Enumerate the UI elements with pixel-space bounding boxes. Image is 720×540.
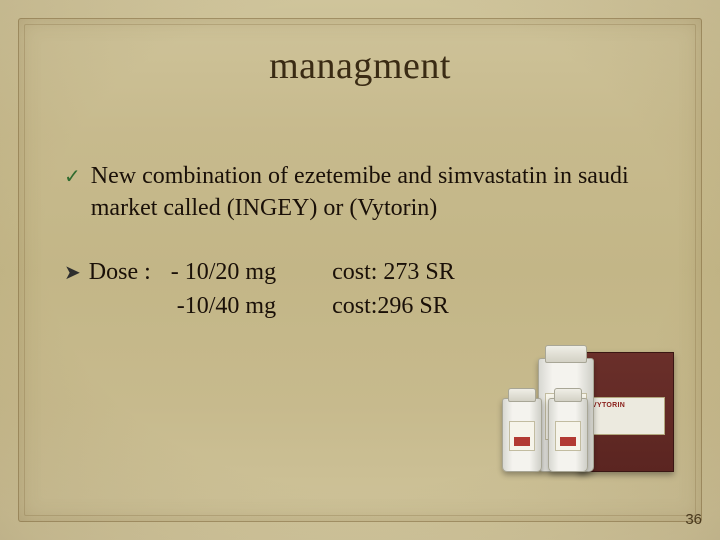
dose-item: ➤ Dose : - 10/20 mg -10/40 mg cost: 273 … bbox=[64, 256, 672, 322]
product-box-label: VYTORIN bbox=[587, 397, 665, 435]
bullet-item-1: ✓ New combination of ezetemibe and simva… bbox=[64, 160, 672, 224]
bottle-cap-icon bbox=[554, 388, 583, 402]
page-number: 36 bbox=[685, 511, 702, 528]
dose-cost-column: cost: 273 SR cost:296 SR bbox=[332, 256, 455, 322]
slide: managment ✓ New combination of ezetemibe… bbox=[0, 0, 720, 540]
product-bottle-small-2 bbox=[548, 398, 588, 472]
bottle-label bbox=[555, 421, 581, 451]
dose-strength-2: -10/40 mg bbox=[171, 290, 276, 322]
product-image: VYTORIN bbox=[494, 322, 674, 472]
slide-title: managment bbox=[0, 44, 720, 88]
bottle-cap-icon bbox=[545, 345, 586, 363]
dose-cost-2: cost:296 SR bbox=[332, 290, 455, 322]
slide-content: ✓ New combination of ezetemibe and simva… bbox=[64, 160, 672, 322]
bottle-label bbox=[509, 421, 535, 451]
dose-strength-column: - 10/20 mg -10/40 mg bbox=[171, 256, 276, 322]
dose-label: Dose : bbox=[89, 256, 163, 288]
dose-strength-1: - 10/20 mg bbox=[171, 256, 276, 288]
bottle-cap-icon bbox=[508, 388, 537, 402]
product-bottle-small-1 bbox=[502, 398, 542, 472]
arrow-icon: ➤ bbox=[64, 258, 81, 288]
product-brand-text: VYTORIN bbox=[592, 402, 625, 409]
checkmark-icon: ✓ bbox=[64, 162, 81, 192]
dose-columns: - 10/20 mg -10/40 mg cost: 273 SR cost:2… bbox=[171, 256, 455, 322]
dose-cost-1: cost: 273 SR bbox=[332, 256, 455, 288]
bullet-text-1: New combination of ezetemibe and simvast… bbox=[91, 160, 672, 224]
